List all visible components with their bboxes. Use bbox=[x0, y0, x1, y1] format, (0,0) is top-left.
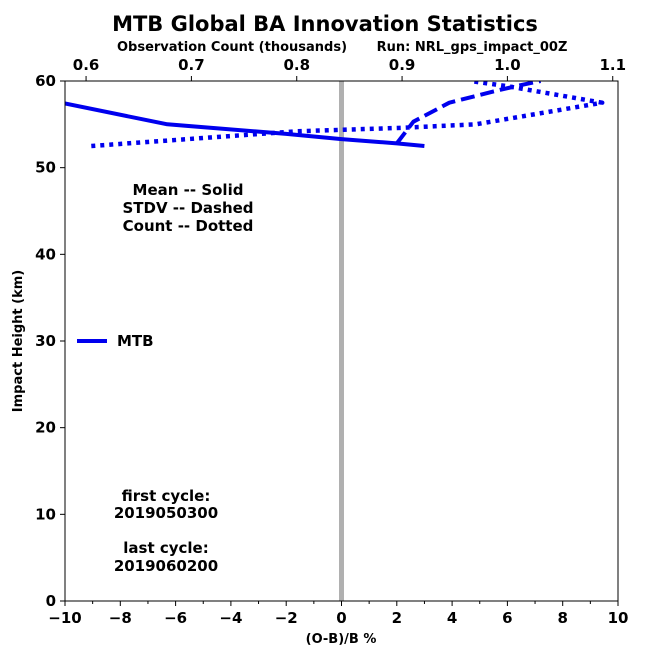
x-tick-label: −4 bbox=[219, 609, 242, 627]
legend: MTB bbox=[77, 332, 154, 350]
x-tick-label: 2 bbox=[392, 609, 402, 627]
x-tick-label: −6 bbox=[164, 609, 187, 627]
style-note-mean: Mean -- Solid bbox=[133, 181, 244, 199]
y-tick-label: 50 bbox=[35, 159, 56, 177]
style-note-stdv: STDV -- Dashed bbox=[122, 199, 253, 217]
chart-title: MTB Global BA Innovation Statistics bbox=[112, 12, 538, 36]
x2-tick-label: 1.0 bbox=[494, 56, 521, 74]
series-mtb-count-line bbox=[91, 81, 605, 149]
x-tick-label: 10 bbox=[608, 609, 629, 627]
first-cycle-value: 2019050300 bbox=[114, 504, 218, 522]
series-mtb-mean-line bbox=[65, 101, 425, 148]
last-cycle-value: 2019060200 bbox=[114, 557, 218, 575]
x-tick-label: −10 bbox=[48, 609, 81, 627]
y-tick-label: 0 bbox=[46, 592, 56, 610]
last-cycle-label: last cycle: bbox=[123, 539, 208, 557]
run-label: Run: NRL_gps_impact_00Z bbox=[377, 40, 568, 55]
y-tick-label: 10 bbox=[35, 505, 56, 523]
series-layer bbox=[65, 81, 605, 149]
y-tick-label: 60 bbox=[35, 72, 56, 90]
x-tick-label: −8 bbox=[109, 609, 132, 627]
series-mtb-stdv-line bbox=[395, 81, 542, 145]
first-cycle-label: first cycle: bbox=[122, 487, 211, 505]
y-axis-label: Impact Height (km) bbox=[11, 270, 26, 412]
x-tick-label: 4 bbox=[447, 609, 457, 627]
y-tick-label: 40 bbox=[35, 245, 56, 263]
legend-label-mtb: MTB bbox=[117, 332, 154, 350]
x2-tick-label: 0.6 bbox=[73, 56, 100, 74]
x2-tick-label: 1.1 bbox=[599, 56, 626, 74]
style-note-count: Count -- Dotted bbox=[123, 217, 254, 235]
x-tick-label: 0 bbox=[336, 609, 346, 627]
x-tick-label: 6 bbox=[502, 609, 512, 627]
x-tick-label: −2 bbox=[275, 609, 298, 627]
y-tick-label: 20 bbox=[35, 419, 56, 437]
y-tick-label: 30 bbox=[35, 332, 56, 350]
x2-tick-label: 0.7 bbox=[178, 56, 205, 74]
top-axis-label: Observation Count (thousands) bbox=[117, 40, 347, 55]
x2-tick-label: 0.9 bbox=[389, 56, 416, 74]
x2-tick-label: 0.8 bbox=[283, 56, 310, 74]
x-axis-label: (O-B)/B % bbox=[306, 632, 377, 647]
x-tick-label: 8 bbox=[557, 609, 567, 627]
tick-layer: −10 −8 −6 −4 −2 0 2 4 6 8 10 0 10 20 30 40 50 60 0.6 0.7 0.8… bbox=[35, 56, 628, 627]
